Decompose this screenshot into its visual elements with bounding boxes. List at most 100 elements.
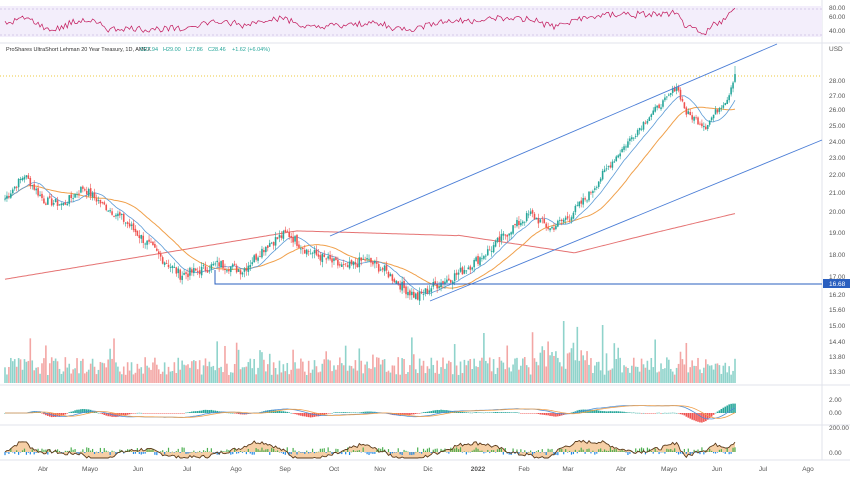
- channel-upper-line[interactable]: [329, 43, 778, 237]
- macd-histogram-bar: [239, 413, 242, 415]
- volume-bar: [578, 360, 581, 383]
- macd-histogram-bar: [169, 413, 172, 414]
- candle-body: [364, 259, 366, 261]
- oscillator-bar: [4, 452, 6, 456]
- candle-body: [541, 217, 544, 219]
- oscillator-bar: [253, 452, 255, 455]
- oscillator-bar: [662, 451, 664, 453]
- oscillator-bar: [230, 452, 232, 455]
- oscillator-bar: [561, 449, 563, 452]
- volume-bar: [609, 369, 612, 383]
- macd-histogram-bar: [510, 412, 512, 413]
- price-tick-label: 22.00: [829, 172, 846, 179]
- candle-body: [292, 236, 294, 243]
- oscillator-bar: [212, 452, 214, 453]
- candle-body: [348, 261, 351, 269]
- candle-body: [617, 155, 619, 158]
- candle-body: [144, 243, 146, 245]
- macd-histogram-bar: [463, 412, 466, 413]
- oscillator-bar: [37, 448, 39, 452]
- volume-bar: [163, 362, 166, 383]
- candle-body: [712, 114, 715, 119]
- oscillator-bar: [72, 449, 74, 452]
- oscillator-bar: [343, 450, 345, 452]
- macd-histogram-bar: [189, 411, 191, 413]
- osc-tick-label: 200.00: [829, 425, 849, 432]
- macd-histogram-bar: [664, 412, 666, 414]
- macd-histogram-bar: [424, 411, 427, 413]
- macd-histogram-bar: [292, 413, 294, 414]
- macd-histogram-bar: [354, 412, 357, 413]
- support-line[interactable]: [214, 270, 822, 285]
- oscillator-bar: [635, 448, 637, 452]
- volume-bar: [148, 367, 150, 383]
- trend-lines[interactable]: [214, 43, 823, 302]
- candle-body: [668, 94, 670, 96]
- candle-body: [463, 270, 466, 274]
- oscillator-bar: [92, 448, 94, 452]
- volume-bar: [327, 359, 329, 383]
- volume-bar: [631, 365, 633, 383]
- volume-bar: [395, 374, 398, 383]
- oscillator-bar: [430, 452, 432, 454]
- macd-histogram-bar: [492, 412, 495, 413]
- oscillator-bar: [162, 450, 164, 452]
- volume-bar: [300, 358, 302, 383]
- oscillator-bar: [687, 448, 689, 452]
- macd-histogram-bar: [80, 409, 82, 413]
- oscillator-bar: [693, 449, 695, 452]
- volume-bar: [121, 374, 123, 383]
- oscillator-bar: [660, 452, 662, 453]
- candle-body: [220, 261, 222, 268]
- oscillator-bar: [551, 448, 553, 452]
- oscillator-bar: [516, 449, 518, 452]
- volume-bar: [399, 374, 401, 383]
- oscillator-bar: [399, 452, 401, 455]
- oscillator-bar: [600, 448, 602, 452]
- macd-histogram-bar: [469, 412, 472, 414]
- candle-body: [165, 263, 168, 265]
- candle-body: [654, 106, 656, 112]
- oscillator-bar: [720, 449, 722, 452]
- candle-body: [603, 169, 606, 172]
- volume-bar: [537, 365, 540, 383]
- volume-bar: [109, 348, 111, 383]
- macd-histogram-bar: [126, 413, 129, 415]
- macd-histogram-bar: [523, 413, 526, 414]
- volume-bar: [492, 359, 495, 383]
- volume-bar: [303, 371, 306, 383]
- oscillator-bar: [711, 450, 713, 452]
- macd-histogram-bar: [461, 411, 464, 413]
- oscillator-bar: [315, 451, 318, 453]
- volume-bar: [185, 365, 187, 383]
- candle-body: [479, 257, 481, 266]
- oscillator-bar: [699, 452, 701, 455]
- oscillator-bar: [557, 452, 559, 456]
- oscillator-bar: [171, 451, 174, 453]
- channel-lower-line[interactable]: [429, 139, 823, 302]
- macd-histogram-bar: [477, 412, 479, 413]
- candle-body: [200, 266, 203, 276]
- oscillator-bar: [55, 451, 57, 452]
- macd-histogram-bar: [298, 413, 300, 416]
- oscillator-bar: [666, 448, 668, 452]
- volume-bar: [545, 366, 547, 383]
- candle-body: [646, 120, 649, 124]
- candle-body: [708, 120, 711, 125]
- oscillator-bar: [508, 452, 510, 455]
- candle-body: [428, 290, 431, 293]
- candle-body: [553, 227, 555, 230]
- oscillator-bar: [364, 452, 366, 453]
- candle-body: [477, 256, 479, 264]
- candle-body: [122, 213, 125, 222]
- oscillator-bar: [475, 447, 477, 452]
- candle-body: [440, 282, 442, 287]
- macd-histogram-bar: [430, 411, 433, 413]
- volume-bar: [490, 371, 493, 383]
- macd-histogram-bar: [333, 412, 335, 413]
- volume-bar: [502, 362, 505, 383]
- oscillator-bar: [282, 452, 284, 454]
- macd-histogram-bar: [668, 412, 670, 414]
- oscillator-bar: [228, 450, 230, 452]
